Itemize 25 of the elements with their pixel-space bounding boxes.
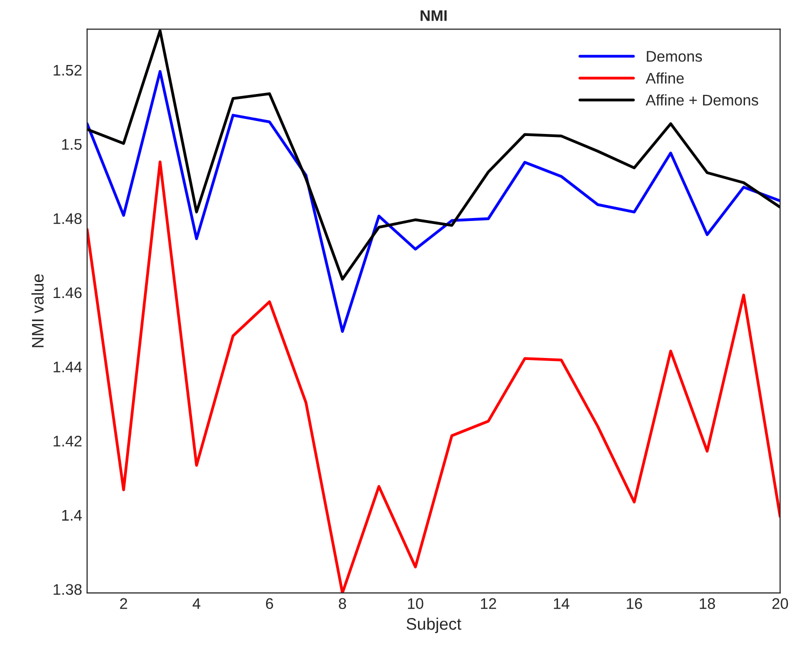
legend-label: Demons [646, 51, 702, 62]
x-tick-label: 18 [700, 598, 716, 610]
legend-label: Affine + Demons [646, 94, 758, 106]
chart-title: NMI [420, 10, 447, 21]
y-tick-label: 1.5 [62, 139, 82, 150]
x-tick-label: 6 [266, 598, 274, 610]
x-axis-title: Subject [406, 618, 462, 634]
x-tick-label: 10 [408, 598, 424, 610]
x-tick-label: 14 [554, 598, 570, 609]
y-axis-title: NMI value [31, 274, 44, 348]
x-tick-label: 16 [626, 598, 642, 610]
y-tick-label: 1.44 [54, 362, 82, 372]
line-series [87, 70, 780, 333]
legend-label: Affine [646, 72, 684, 84]
y-tick-label: 1.4 [62, 510, 82, 521]
y-tick-label: 1.42 [54, 436, 82, 446]
y-tick-label: 1.46 [54, 287, 82, 298]
y-tick-label: 1.48 [54, 213, 82, 224]
x-tick-label: 8 [338, 598, 346, 610]
x-tick-label: 4 [192, 598, 200, 609]
y-tick-label: 1.52 [54, 64, 82, 76]
x-tick-label: 2 [120, 598, 128, 609]
y-tick-label: 1.38 [54, 584, 82, 595]
x-tick-label: 12 [481, 598, 496, 609]
x-tick-label: 20 [772, 598, 788, 610]
